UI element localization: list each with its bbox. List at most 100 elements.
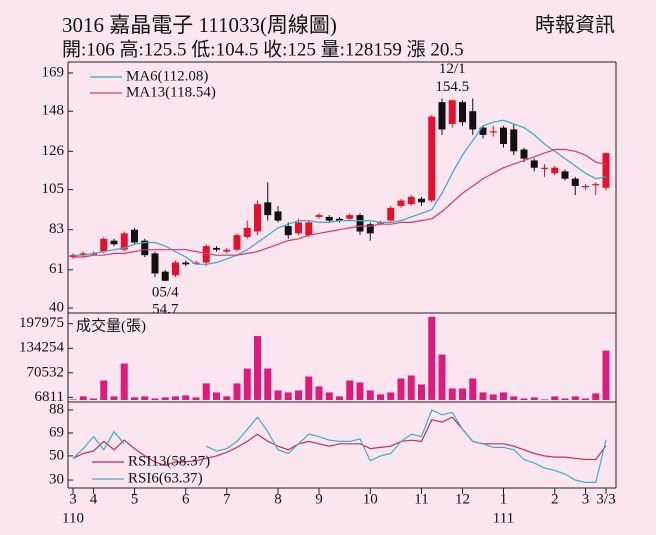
candle-body	[459, 102, 466, 123]
candle-body	[407, 196, 415, 205]
candle-body	[489, 131, 497, 133]
candle-body	[233, 235, 241, 250]
volume-bar	[151, 398, 159, 400]
volume-bar	[325, 392, 333, 400]
y-tick-label: 88	[49, 401, 64, 417]
rsi-line	[72, 416, 607, 467]
volume-bar	[530, 397, 538, 400]
candle-body	[418, 198, 425, 203]
year-label: 111	[493, 510, 514, 526]
summary: 開:106 高:125.5 低:104.5 收:125 量:128159 漲 2…	[62, 38, 464, 60]
volume-bar	[172, 396, 179, 400]
candle-body	[356, 215, 364, 232]
candle-body	[120, 233, 128, 250]
volume-bar	[469, 378, 477, 400]
candle-body	[223, 249, 231, 252]
candle-body	[110, 240, 118, 245]
volume-bar	[489, 394, 497, 400]
volume-bar	[79, 396, 87, 400]
candle-body	[397, 200, 405, 207]
volume-bar	[418, 384, 425, 400]
candle-body	[582, 185, 589, 188]
candle-body	[541, 167, 548, 169]
y-tick-label: 40	[49, 300, 64, 316]
candle-body	[202, 246, 210, 263]
year-label: 110	[62, 510, 84, 526]
candle-body	[151, 253, 159, 274]
volume-bar	[131, 397, 138, 400]
candle-body	[274, 211, 282, 221]
candle-body	[182, 262, 190, 265]
y-tick-label: 197975	[19, 315, 64, 331]
candle-body	[592, 184, 600, 186]
x-tick-label: 9	[315, 491, 323, 507]
candle-body	[131, 229, 138, 243]
legend-label: MA6(112.08)	[126, 68, 208, 84]
x-tick-label: 8	[274, 491, 282, 507]
volume-bar	[592, 393, 600, 400]
volume-bar	[161, 397, 169, 400]
x-tick-label: 3/3	[596, 491, 615, 507]
candle-body	[346, 215, 354, 219]
candle-body	[438, 102, 446, 130]
volume-bar	[120, 363, 128, 400]
y-tick-label: 126	[42, 143, 65, 159]
x-tick-label: 6	[182, 491, 190, 507]
candle-body	[520, 149, 528, 159]
volume-bar	[90, 398, 97, 400]
volume-bar	[264, 368, 272, 400]
y-tick-label: 6811	[35, 389, 64, 405]
candle-body	[295, 222, 302, 234]
candle-body	[336, 218, 343, 221]
volume-bar	[346, 380, 354, 400]
x-tick-label: 4	[90, 491, 98, 507]
candle-body	[428, 116, 436, 201]
legend-label: RSI13(58.37)	[128, 453, 210, 469]
y-tick-label: 61	[49, 261, 64, 277]
volume-bar	[479, 392, 487, 400]
candle-body	[479, 127, 487, 135]
candle-body	[264, 202, 272, 216]
volume-bar	[254, 336, 261, 400]
candle-body	[551, 167, 559, 174]
volume-bar	[192, 397, 200, 400]
ma-line	[73, 148, 607, 258]
candle-body	[284, 226, 292, 236]
volume-bar	[305, 376, 313, 400]
candle-body	[243, 227, 251, 237]
candle-body	[100, 238, 108, 252]
volume-bar	[233, 383, 241, 400]
legend-label: MA13(118.54)	[126, 84, 216, 100]
volume-bar	[202, 383, 210, 400]
y-tick-label: 30	[49, 471, 64, 487]
candle-body	[530, 160, 538, 168]
chart-title: 3016 嘉晶電子 111033(周線圖)	[62, 13, 337, 37]
x-tick-label: 7	[223, 491, 231, 507]
candle-body	[141, 240, 149, 256]
volume-bar	[69, 399, 77, 400]
volume-bar	[582, 398, 589, 400]
volume-bar	[602, 350, 610, 400]
candle-body	[213, 247, 220, 250]
y-tick-label: 134254	[19, 340, 65, 356]
volume-bar	[561, 398, 569, 400]
candle-body	[469, 111, 477, 130]
volume-bar	[284, 392, 292, 400]
volume-bar	[213, 392, 220, 400]
x-tick-label: 2	[551, 491, 559, 507]
volume-bar	[407, 375, 415, 400]
volume-bar	[571, 396, 579, 400]
volume-bar	[356, 382, 364, 400]
volume-bar	[428, 316, 436, 400]
volume-bar	[274, 390, 282, 400]
volume-bar	[182, 395, 190, 400]
volume-bar	[397, 378, 405, 400]
x-tick-label: 1	[500, 491, 508, 507]
y-tick-label: 148	[42, 103, 65, 119]
candle-body	[500, 127, 507, 145]
volume-bar	[387, 392, 395, 400]
volume-bar	[295, 390, 302, 400]
volume-bar	[510, 396, 518, 400]
